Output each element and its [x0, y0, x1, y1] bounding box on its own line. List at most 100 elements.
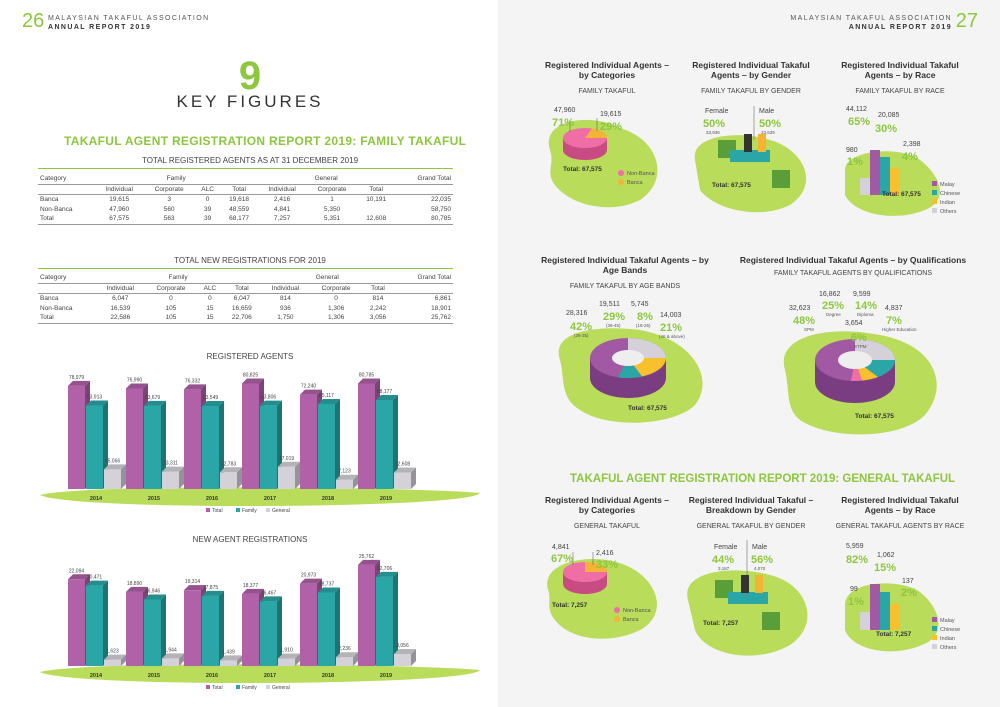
bar-value-label: 19,314	[185, 579, 201, 585]
page-number: 27	[955, 10, 978, 32]
bar-top	[68, 574, 90, 580]
bar-family	[144, 599, 161, 666]
bar-value-label: 80,825	[243, 372, 259, 378]
age-b2-pct: 29%	[603, 311, 625, 323]
t2-sub: Total	[223, 283, 261, 294]
age-b3-num: 5,745	[631, 301, 649, 308]
t1-cell: 7,257	[257, 214, 307, 225]
bar-side	[237, 655, 242, 666]
legend-others: Others	[940, 645, 957, 651]
fam-race-title: Registered Individual Takaful Agents – b…	[841, 60, 959, 80]
legend-swatch	[236, 685, 240, 689]
bar-side	[179, 466, 184, 489]
bar-general	[278, 658, 295, 666]
bar-value-label: 68,177	[377, 389, 393, 395]
gen-male-num: 4,070	[754, 566, 766, 571]
table2-rule	[38, 268, 453, 269]
bar-family	[144, 405, 161, 489]
fam-qual-title: Registered Individual Takaful Agents – b…	[739, 255, 967, 265]
fam-cat-a-num: 47,960	[554, 107, 576, 114]
bar-side	[103, 580, 108, 666]
bar-value-label: 22,094	[69, 568, 85, 574]
t2-cell: 1,306	[310, 313, 362, 324]
gen-race-graphic: 5,959 82% 1,062 15% 137 2% 99 1% Total: …	[845, 543, 960, 652]
bar-side	[295, 461, 300, 489]
section-title: KEY FIGURES	[176, 92, 324, 111]
bar-value-label: 76,332	[185, 378, 201, 384]
fam-age-title: Registered Individual Takaful Agents – b…	[541, 255, 709, 275]
bar-value-label: 20,973	[301, 573, 317, 579]
age-b4-pct: 21%	[660, 322, 682, 334]
fam-age-graphic: 28,316 42% (26-35) 19,511 29% (36-45) 5,…	[558, 301, 703, 423]
bar-malay	[870, 584, 880, 630]
fam-others-num: 980	[846, 147, 858, 154]
x-tick-label: 2017	[264, 496, 276, 502]
fam-gender-total: Total: 67,575	[712, 182, 751, 189]
bar-general	[162, 658, 179, 666]
age-b2-num: 19,511	[599, 301, 620, 308]
t2-cell: Banca	[40, 294, 59, 302]
legend-chinese: Chinese	[940, 191, 960, 197]
fam-race-sub: FAMILY TAKAFUL BY RACE	[855, 88, 945, 95]
fam-chinese-pct: 30%	[875, 123, 897, 135]
age-b3-pct: 8%	[637, 311, 653, 323]
bar-top	[126, 586, 148, 592]
bar-total	[242, 593, 259, 666]
t1-cell: 2,416	[273, 195, 291, 203]
t1-cell: 1	[330, 195, 334, 203]
t1-cell: 67,575	[94, 214, 144, 225]
t1-cell: 80,785	[394, 214, 453, 225]
fam-malay-pct: 65%	[848, 116, 870, 128]
fam-male-num: 33,639	[761, 130, 775, 135]
t1-cell: 47,960	[109, 205, 130, 213]
donut-slice-stpm	[851, 360, 862, 382]
t2-h-category: Category	[38, 273, 96, 284]
t2-h-grand: Grand Total	[393, 273, 453, 284]
bar-general	[394, 654, 411, 666]
section-number: 9	[238, 54, 262, 98]
gen-cat-graphic: 4,841 67% 2,416 33% Total: 7,257 Non-Ban…	[547, 544, 657, 639]
donut-hole	[612, 350, 644, 366]
bar-total	[126, 388, 143, 489]
table-row: Non-Banca 16,539 105 15 16,659 936 1,306…	[38, 303, 453, 313]
bar-value-label: 76,990	[127, 377, 143, 383]
qual-dip: Diploma	[857, 312, 874, 317]
t2-sub: Corporate	[145, 283, 197, 294]
age-b1-num: 28,316	[566, 310, 588, 317]
x-tick-label: 2017	[264, 673, 276, 679]
desk-icon	[728, 592, 768, 604]
bar-top	[144, 594, 166, 600]
t2-cell: 814	[372, 294, 384, 302]
t1-sub: Corporate	[143, 184, 195, 195]
bar-top	[184, 585, 206, 591]
fam-gender-graphic: Female 50% 33,936 Male 50% 33,639 Total:…	[694, 106, 807, 213]
bar-family	[376, 399, 393, 489]
bar-top	[242, 588, 264, 594]
gen-others-num: 99	[850, 586, 858, 593]
female-figure-icon	[741, 575, 749, 593]
gen-gender-title: Registered Individual Takaful – Breakdow…	[688, 495, 814, 515]
t1-cell: 563	[143, 214, 195, 225]
fam-cat-total: Total: 67,575	[563, 166, 602, 173]
legend-swatch	[932, 208, 937, 213]
bar-value-label: 63,913	[87, 395, 103, 401]
qual-stpm-num: 3,654	[845, 320, 863, 327]
legend-chinese: Chinese	[940, 627, 960, 633]
bar-chinese	[880, 157, 890, 195]
bar-side	[161, 400, 166, 489]
chart2-title: NEW AGENT REGISTRATIONS	[192, 535, 308, 544]
qual-he: Higher Education	[882, 327, 917, 332]
bar-value-label: 1,944	[164, 647, 177, 653]
fam-gender-title: Registered Individual Takaful Agents – b…	[692, 60, 810, 80]
legend-swatch	[206, 508, 210, 512]
cube-icon	[772, 170, 790, 188]
bar-value-label: 13,311	[163, 461, 178, 467]
t1-cell: 22,035	[431, 195, 451, 203]
bar-malay	[870, 150, 880, 195]
bar-top	[242, 378, 264, 384]
bar-value-label: 78,979	[69, 375, 85, 381]
bar-top	[184, 384, 206, 390]
age-b1-band: (26-35)	[574, 333, 589, 338]
infographics: 47,960 71% 19,615 29% Total: 67,575 Non-…	[547, 106, 960, 656]
qual-stpm: STPM	[854, 344, 867, 349]
